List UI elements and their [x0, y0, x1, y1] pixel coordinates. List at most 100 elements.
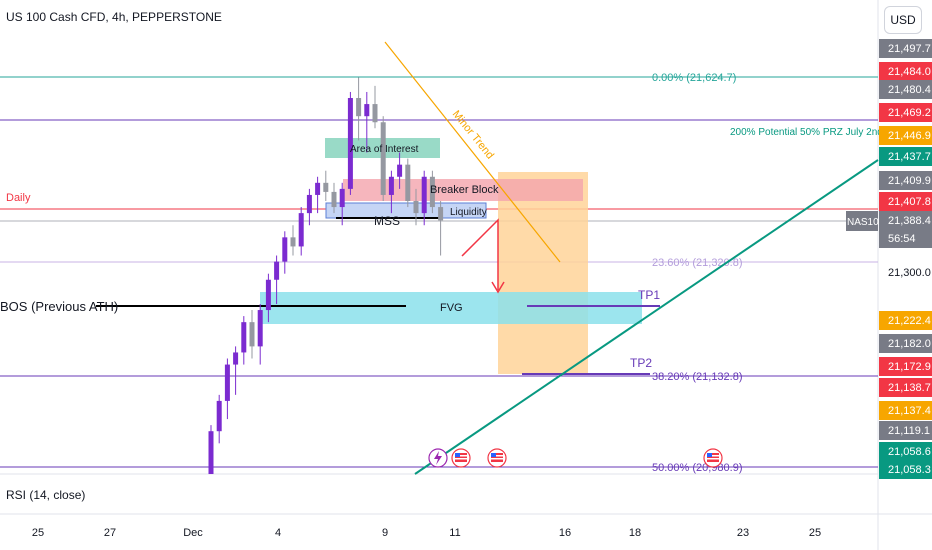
tp1-label: TP1: [638, 288, 660, 302]
currency-button[interactable]: USD: [884, 6, 922, 34]
price-label-bg: [879, 126, 932, 145]
time-tick-label: 25: [32, 527, 44, 539]
aoi-label: Area of Interest: [350, 144, 419, 155]
lightning-icon[interactable]: [428, 448, 448, 468]
candle[interactable]: [380, 122, 386, 195]
candle[interactable]: [241, 322, 247, 353]
price-label-bg: [879, 460, 932, 479]
green-trend-line[interactable]: [414, 159, 879, 475]
candle[interactable]: [323, 182, 329, 192]
candle[interactable]: [224, 364, 230, 401]
bos-label: BOS (Previous ATH): [0, 299, 118, 314]
time-tick-label: 9: [382, 527, 388, 539]
symbol-tag-bg: [846, 211, 878, 231]
time-axis[interactable]: 25 27 Dec 4 9 11 16 18 23 25: [32, 527, 821, 539]
price-label: 21,182.0: [888, 338, 931, 350]
time-tick-label: 16: [559, 527, 571, 539]
candle[interactable]: [339, 188, 345, 208]
time-tick-label: 11: [449, 527, 460, 539]
price-label-bg: [879, 442, 932, 461]
candle[interactable]: [356, 98, 362, 117]
symbol-tag: NAS100: [847, 217, 885, 228]
candle[interactable]: [429, 176, 435, 208]
price-label: 21,469.2: [888, 107, 931, 119]
fvg-label: FVG: [440, 302, 463, 314]
candle[interactable]: [315, 182, 321, 195]
price-label: 21,484.0: [888, 66, 931, 78]
price-label: 21,058.6: [888, 446, 931, 458]
time-tick-label: 18: [629, 527, 641, 539]
price-label-bg: [879, 103, 932, 122]
time-tick-label: 4: [275, 527, 281, 539]
price-label-bg: [879, 171, 932, 190]
price-label-bg: [879, 147, 932, 166]
time-tick-label: 25: [809, 527, 821, 539]
mss-label: MSS: [374, 214, 400, 228]
fib-label-50: 50.00% (20,980.9): [652, 462, 743, 474]
candle[interactable]: [405, 164, 411, 202]
minor-trend-line[interactable]: [384, 41, 561, 263]
price-label-bg: [879, 357, 932, 376]
us-flag-event-icon[interactable]: [703, 448, 723, 468]
candle[interactable]: [216, 400, 222, 432]
us-flag-event-icon[interactable]: [451, 448, 471, 468]
price-axis[interactable]: 21,497.7 21,484.0 21,480.4 21,469.2 21,446.9…: [879, 39, 932, 479]
candle[interactable]: [298, 213, 304, 247]
tp2-label: TP2: [630, 356, 652, 370]
price-label: 21,407.8: [888, 196, 931, 208]
fib-label-23: 23.60% (21,320.8): [652, 257, 743, 269]
price-label: 21,138.7: [888, 382, 931, 394]
breaker-block-zone[interactable]: [343, 179, 583, 201]
candle[interactable]: [290, 237, 296, 247]
breaker-label: Breaker Block: [430, 184, 499, 196]
candle[interactable]: [265, 279, 271, 311]
candle[interactable]: [421, 176, 427, 214]
price-label: 21,058.3: [888, 464, 931, 476]
price-label-bg: [879, 39, 932, 58]
candle[interactable]: [208, 431, 214, 474]
price-label: 21,222.4: [888, 315, 931, 327]
price-label-bg: [879, 401, 932, 420]
candle[interactable]: [372, 104, 378, 123]
liquidity-label: Liquidity: [450, 207, 487, 218]
target-zone[interactable]: [498, 172, 588, 374]
candle[interactable]: [347, 98, 353, 189]
price-label-bg: [879, 421, 932, 440]
us-flag-event-icon[interactable]: [487, 448, 507, 468]
projection-arrow-head: [491, 281, 505, 294]
minor-trend-label: Minor Trend: [450, 108, 496, 161]
candle[interactable]: [397, 164, 403, 177]
candle[interactable]: [257, 310, 263, 347]
time-tick-label: Dec: [183, 527, 203, 539]
fvg-zone[interactable]: [260, 292, 642, 324]
candle[interactable]: [364, 104, 370, 117]
price-label: 21,137.4: [888, 405, 931, 417]
daily-label: Daily: [6, 192, 31, 204]
price-label: 21,119.1: [888, 425, 930, 437]
price-label: 21,388.4: [888, 215, 931, 227]
fib-label-38: 38.20% (21,132.8): [652, 371, 743, 383]
candle[interactable]: [282, 237, 288, 262]
candle[interactable]: [249, 322, 255, 347]
price-label: 21,480.4: [888, 84, 931, 96]
projection-arrow[interactable]: [461, 218, 499, 290]
fib-label-0: 0.00% (21,624.7): [652, 72, 736, 84]
time-tick-label: 23: [737, 527, 749, 539]
candle[interactable]: [388, 176, 394, 195]
rsi-indicator-label[interactable]: RSI (14, close): [6, 488, 86, 502]
candle[interactable]: [331, 191, 337, 208]
candles: [208, 77, 444, 474]
candle[interactable]: [306, 194, 312, 214]
candle[interactable]: [438, 207, 444, 221]
price-label-bg: [879, 192, 932, 211]
price-label-bg: [879, 80, 932, 99]
candle[interactable]: [233, 352, 239, 365]
price-label: 21,497.7: [888, 43, 931, 55]
time-tick-label: 27: [104, 527, 116, 539]
candle[interactable]: [413, 201, 419, 214]
candle[interactable]: [274, 261, 280, 280]
price-label-bg: [879, 211, 932, 230]
price-label: 21,300.0: [888, 267, 931, 279]
price-label: 21,446.9: [888, 130, 931, 142]
